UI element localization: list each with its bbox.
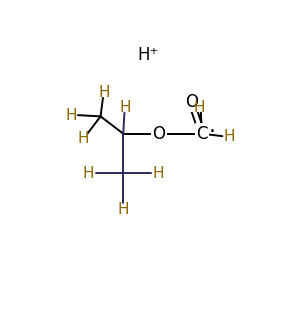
Text: H: H (223, 129, 235, 144)
Text: H: H (152, 166, 164, 181)
Text: H: H (117, 202, 129, 217)
Text: H: H (194, 100, 205, 115)
Text: H: H (83, 166, 94, 181)
Text: O: O (152, 125, 165, 143)
Text: H: H (77, 131, 89, 146)
Text: ·: · (209, 122, 216, 142)
Text: O: O (185, 92, 198, 110)
Text: C: C (196, 125, 208, 143)
Text: H: H (98, 85, 110, 100)
Text: H: H (120, 100, 132, 115)
Text: H: H (66, 108, 77, 123)
Text: H⁺: H⁺ (138, 46, 159, 64)
